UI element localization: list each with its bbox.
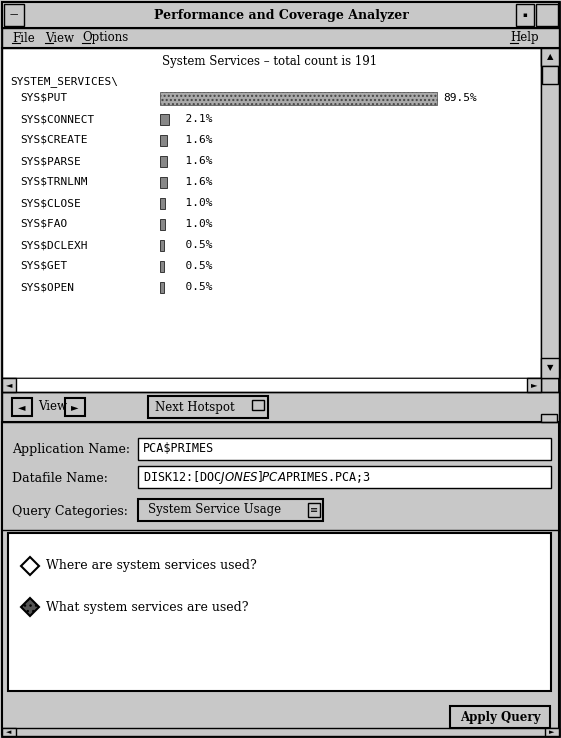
Text: 1.6%: 1.6% (172, 135, 213, 145)
Bar (541, 414, 557, 422)
Bar (138, 466, 551, 488)
Text: Datafile Name:: Datafile Name: (12, 472, 108, 485)
Text: Next Hotspot: Next Hotspot (155, 401, 235, 413)
Bar (160, 134, 167, 145)
Text: 0.5%: 0.5% (172, 282, 213, 292)
Text: 1.6%: 1.6% (172, 177, 213, 187)
Bar (2, 728, 559, 736)
Text: Options: Options (82, 32, 128, 44)
Text: Performance and Coverage Analyzer: Performance and Coverage Analyzer (154, 9, 408, 21)
Text: 0.5%: 0.5% (172, 240, 213, 250)
Bar (516, 4, 534, 26)
Text: 2.1%: 2.1% (172, 114, 213, 124)
Bar (8, 533, 551, 691)
Bar (12, 398, 32, 416)
Text: ≡: ≡ (310, 505, 318, 515)
Bar (16, 378, 527, 392)
Bar (450, 706, 550, 728)
Text: System Service Usage: System Service Usage (148, 503, 281, 517)
Text: PCA$PRIMES: PCA$PRIMES (143, 443, 214, 455)
Polygon shape (21, 598, 39, 616)
Bar (2, 48, 541, 378)
Bar (252, 400, 264, 410)
Text: SYS$GET: SYS$GET (20, 261, 67, 271)
Text: ◄: ◄ (19, 402, 26, 412)
Text: —: — (10, 10, 18, 19)
Bar (160, 92, 438, 105)
Text: What system services are used?: What system services are used? (46, 601, 249, 613)
Bar (160, 114, 168, 125)
Text: SYS$PARSE: SYS$PARSE (20, 156, 81, 166)
Bar (160, 281, 164, 292)
Bar (4, 4, 24, 26)
Bar (541, 358, 559, 378)
Text: SYS$CREATE: SYS$CREATE (20, 135, 88, 145)
Text: SYS$DCLEXH: SYS$DCLEXH (20, 240, 88, 250)
Text: SYS$PUT: SYS$PUT (20, 93, 67, 103)
Text: ►: ► (71, 402, 79, 412)
Bar (541, 48, 559, 378)
Text: SYSTEM_SERVICES\: SYSTEM_SERVICES\ (10, 77, 118, 88)
Bar (545, 728, 559, 736)
Text: SYS$CONNECT: SYS$CONNECT (20, 114, 94, 124)
Text: 0.5%: 0.5% (172, 261, 213, 271)
Text: SYS$TRNLNM: SYS$TRNLNM (20, 177, 88, 187)
Bar (160, 198, 165, 209)
Text: ▲: ▲ (547, 52, 553, 61)
Text: View: View (38, 401, 67, 413)
Text: Help: Help (510, 32, 539, 44)
Bar (160, 218, 165, 230)
Text: Apply Query: Apply Query (460, 711, 540, 723)
Text: ►: ► (531, 381, 537, 390)
Bar (2, 2, 559, 28)
Text: 1.6%: 1.6% (172, 156, 213, 166)
Bar (138, 499, 323, 521)
Text: SYS$OPEN: SYS$OPEN (20, 282, 74, 292)
Text: DISK12:[DOC$JONES]PCA$PRIMES.PCA;3: DISK12:[DOC$JONES]PCA$PRIMES.PCA;3 (143, 469, 371, 486)
Bar (2, 422, 559, 734)
Text: SYS$CLOSE: SYS$CLOSE (20, 198, 81, 208)
Bar (2, 378, 16, 392)
Bar (148, 396, 268, 418)
Text: ►: ► (549, 729, 555, 735)
Bar (527, 378, 541, 392)
Text: 1.0%: 1.0% (172, 219, 213, 229)
Bar (160, 261, 164, 272)
Text: ▼: ▼ (547, 364, 553, 373)
Text: ▪: ▪ (523, 12, 527, 18)
Bar (536, 4, 558, 26)
Text: File: File (12, 32, 35, 44)
Bar (541, 48, 559, 66)
Bar (160, 176, 167, 187)
Text: Query Categories:: Query Categories: (12, 505, 128, 517)
Bar (542, 66, 558, 84)
Text: 89.5%: 89.5% (443, 93, 477, 103)
Text: Where are system services used?: Where are system services used? (46, 559, 257, 573)
Text: 1.0%: 1.0% (172, 198, 213, 208)
Bar (308, 503, 320, 517)
Bar (2, 728, 16, 736)
Bar (65, 398, 85, 416)
Text: ◄: ◄ (6, 381, 12, 390)
Bar (2, 392, 559, 422)
Text: System Services – total count is 191: System Services – total count is 191 (163, 55, 378, 69)
Text: SYS$FAO: SYS$FAO (20, 219, 67, 229)
Bar (138, 438, 551, 460)
Text: ◄: ◄ (6, 729, 12, 735)
Polygon shape (21, 557, 39, 575)
Bar (2, 28, 559, 48)
Bar (160, 240, 164, 250)
Text: View: View (45, 32, 74, 44)
Bar (2, 378, 541, 392)
Text: Application Name:: Application Name: (12, 444, 130, 457)
Bar (160, 156, 167, 167)
